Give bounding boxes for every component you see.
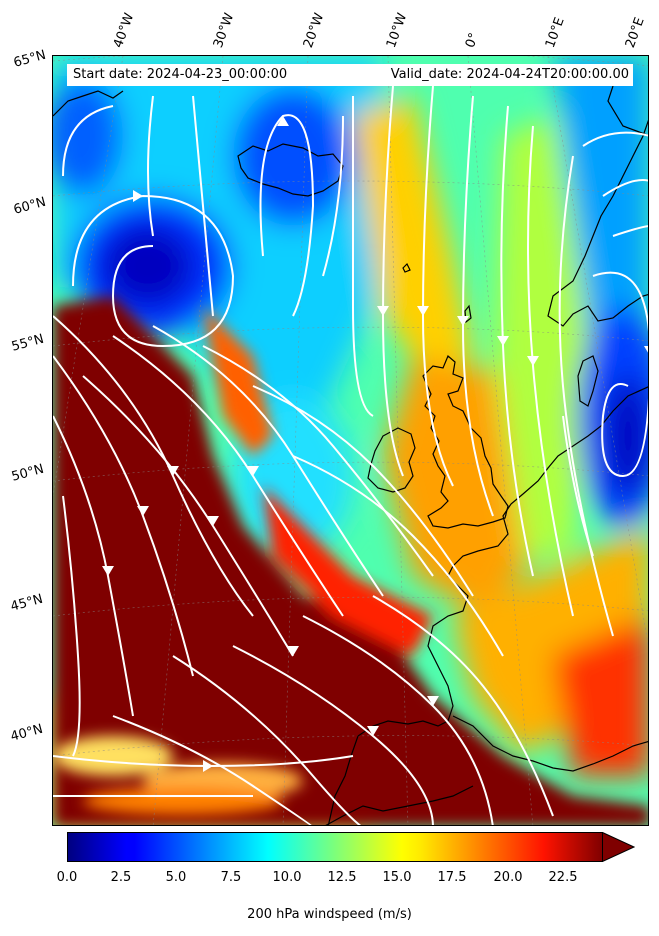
colorbar-tick-6: 15.0 bbox=[382, 870, 412, 885]
windspeed-map bbox=[53, 56, 648, 825]
colorbar-title: 200 hPa windspeed (m/s) bbox=[247, 907, 412, 922]
colorbar-tick-5: 12.5 bbox=[327, 870, 357, 885]
lon-label-20w: 20°W bbox=[300, 11, 328, 50]
colorbar-tick-9: 22.5 bbox=[548, 870, 578, 885]
lat-label-40n: 40°N bbox=[9, 721, 45, 745]
colorbar-tick-8: 20.0 bbox=[493, 870, 523, 885]
colorbar-tick-3: 7.5 bbox=[220, 870, 242, 885]
windspeed-colorbar bbox=[67, 832, 635, 862]
lat-label-45n: 45°N bbox=[9, 591, 45, 615]
date-header: Start date: 2024-04-23_00:00:00 Valid_da… bbox=[67, 64, 633, 86]
colorbar-tick-2: 5.0 bbox=[165, 870, 187, 885]
lon-label-40w: 40°W bbox=[110, 11, 138, 50]
valid-date-label: Valid_date: 2024-04-24T20:00:00.00 bbox=[390, 67, 629, 82]
map-panel bbox=[52, 55, 649, 826]
colorbar-tick-7: 17.5 bbox=[437, 870, 467, 885]
colorbar-tick-4: 10.0 bbox=[272, 870, 302, 885]
lon-label-10w: 10°W bbox=[383, 11, 411, 50]
lat-label-50n: 50°N bbox=[10, 461, 46, 485]
graticule bbox=[53, 56, 648, 825]
colorbar-tick-0: 0.0 bbox=[56, 870, 78, 885]
lat-label-65n: 65°N bbox=[12, 47, 48, 71]
lon-label-0: 0° bbox=[462, 30, 483, 50]
lon-label-10e: 10°E bbox=[542, 15, 568, 51]
coastlines bbox=[53, 85, 648, 825]
colorbar-tick-1: 2.5 bbox=[110, 870, 132, 885]
lon-label-20e: 20°E bbox=[622, 15, 648, 51]
lat-label-55n: 55°N bbox=[10, 331, 46, 355]
start-date-label: Start date: 2024-04-23_00:00:00 bbox=[73, 67, 288, 82]
colorbar-ticks bbox=[67, 861, 550, 862]
lon-label-30w: 30°W bbox=[210, 11, 238, 50]
lat-label-60n: 60°N bbox=[12, 194, 48, 218]
streamline-arrows bbox=[102, 116, 648, 772]
